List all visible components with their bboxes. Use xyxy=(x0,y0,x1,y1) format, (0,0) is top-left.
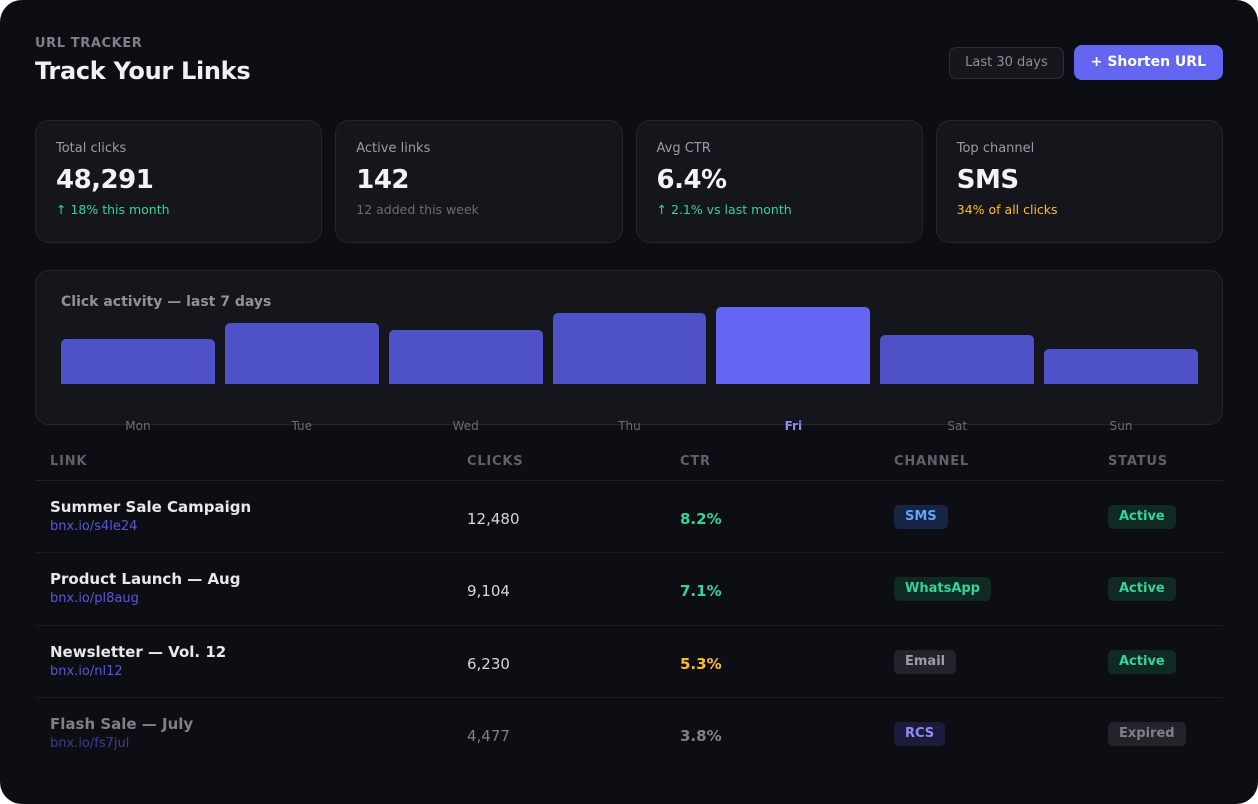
link-cell: Product Launch — Aug bnx.io/pl8aug xyxy=(50,570,240,606)
channel-badge: RCS xyxy=(894,721,946,746)
link-name[interactable]: Product Launch — Aug xyxy=(50,570,241,589)
chart-bar-fri[interactable] xyxy=(716,307,871,384)
column-header-channel[interactable]: CHANNEL xyxy=(894,454,970,469)
stat-subtext: ↑ 2.1% vs last month xyxy=(656,202,792,217)
clicks-value: 12,480 xyxy=(467,510,520,528)
stat-label: Total clicks xyxy=(56,141,127,156)
stat-value: 6.4% xyxy=(656,165,728,195)
chart-bar-thu[interactable] xyxy=(552,313,707,384)
table-row[interactable]: Flash Sale — July bnx.io/fs7jul 4,477 3.8% R… xyxy=(35,698,1223,770)
page-header: URL TRACKER Track Your Links Last 30 day… xyxy=(35,36,1223,96)
chart-bar-mon[interactable] xyxy=(61,339,215,384)
chart-day-label: Fri xyxy=(784,419,803,433)
stat-label: Top channel xyxy=(956,141,1035,156)
status-badge: Active xyxy=(1108,649,1176,674)
chart-day-label: Wed xyxy=(452,419,479,433)
table-body: Summer Sale Campaign bnx.io/s4le24 12,480 8… xyxy=(35,481,1223,770)
link-cell: Newsletter — Vol. 12 bnx.io/nl12 xyxy=(50,643,226,679)
app-eyebrow: URL TRACKER xyxy=(35,36,143,51)
stat-label: Avg CTR xyxy=(656,141,711,156)
date-range-button[interactable]: Last 30 days xyxy=(949,46,1064,79)
stat-subtext: ↑ 18% this month xyxy=(56,202,170,217)
link-name[interactable]: Flash Sale — July xyxy=(50,714,194,733)
stat-card: Total clicks 48,291 ↑ 18% this month xyxy=(35,120,323,243)
chart-day-label: Sat xyxy=(947,419,968,433)
link-cell: Summer Sale Campaign bnx.io/s4le24 xyxy=(50,498,251,534)
stat-label: Active links xyxy=(356,141,431,156)
chart-day-label: Sun xyxy=(1109,419,1133,433)
channel-badge: Email xyxy=(894,649,957,674)
status-badge: Active xyxy=(1108,577,1176,602)
status-badge: Active xyxy=(1108,505,1176,529)
ctr-value: 3.8% xyxy=(680,726,722,745)
table-header: LINK CLICKS CTR CHANNEL STATUS xyxy=(35,443,1223,481)
clicks-value: 6,230 xyxy=(467,654,510,673)
stat-value: 48,291 xyxy=(56,165,154,195)
stat-subtext: 12 added this week xyxy=(356,202,479,217)
channel-badge: WhatsApp xyxy=(894,577,991,602)
chart-bars: Mon Tue Wed Thu Fri Sat Sun xyxy=(61,301,1198,433)
chart-day-label: Tue xyxy=(291,419,313,433)
ctr-value: 5.3% xyxy=(680,654,722,673)
chart-bar-wed[interactable] xyxy=(388,330,543,384)
chart-bar-tue[interactable] xyxy=(224,322,379,384)
chart-title: Click activity — last 7 days xyxy=(61,294,272,310)
chart-bar-sun[interactable] xyxy=(1044,348,1198,384)
ctr-value: 7.1% xyxy=(680,582,722,601)
link-name[interactable]: Newsletter — Vol. 12 xyxy=(50,642,227,661)
click-activity-chart: Click activity — last 7 days Mon Tue Wed Th… xyxy=(35,270,1223,433)
stat-subtext: 34% of all clicks xyxy=(956,202,1058,217)
channel-badge: SMS xyxy=(894,505,948,529)
link-url[interactable]: bnx.io/fs7jul xyxy=(50,735,130,751)
link-url[interactable]: bnx.io/pl8aug xyxy=(50,591,139,607)
clicks-value: 4,477 xyxy=(467,726,510,745)
link-name[interactable]: Summer Sale Campaign xyxy=(50,498,252,516)
shorten-url-button[interactable]: + Shorten URL xyxy=(1073,45,1223,80)
stat-card: Avg CTR 6.4% ↑ 2.1% vs last month xyxy=(635,120,923,243)
stat-value: 142 xyxy=(356,165,410,195)
status-badge: Expired xyxy=(1108,721,1186,746)
link-cell: Flash Sale — July bnx.io/fs7jul xyxy=(50,715,193,751)
clicks-value: 9,104 xyxy=(467,582,510,601)
chart-day-label: Mon xyxy=(125,419,151,433)
column-header-clicks[interactable]: CLICKS xyxy=(467,454,524,469)
table-row[interactable]: Product Launch — Aug bnx.io/pl8aug 9,104 7.… xyxy=(35,553,1223,626)
link-url[interactable]: bnx.io/nl12 xyxy=(50,663,123,679)
link-url[interactable]: bnx.io/s4le24 xyxy=(50,519,138,534)
column-header-link[interactable]: LINK xyxy=(50,454,88,469)
stat-card: Active links 142 12 added this week xyxy=(335,120,623,243)
stats-row: Total clicks 48,291 ↑ 18% this month Active… xyxy=(35,120,1223,243)
table-row[interactable]: Newsletter — Vol. 12 bnx.io/nl12 6,230 5.3%… xyxy=(35,626,1223,698)
page-title: Track Your Links xyxy=(35,57,251,85)
stat-value: SMS xyxy=(956,165,1019,195)
column-header-ctr[interactable]: CTR xyxy=(680,454,711,469)
links-table: LINK CLICKS CTR CHANNEL STATUS Summer Sale C… xyxy=(35,443,1223,770)
stat-card: Top channel SMS 34% of all clicks xyxy=(935,120,1223,243)
ctr-value: 8.2% xyxy=(680,510,722,528)
header-actions: Last 30 days + Shorten URL xyxy=(949,45,1223,80)
chart-bar-sat[interactable] xyxy=(880,335,1035,384)
table-row[interactable]: Summer Sale Campaign bnx.io/s4le24 12,480 8… xyxy=(35,481,1223,554)
chart-day-label: Thu xyxy=(618,419,641,433)
column-header-status[interactable]: STATUS xyxy=(1108,454,1168,469)
